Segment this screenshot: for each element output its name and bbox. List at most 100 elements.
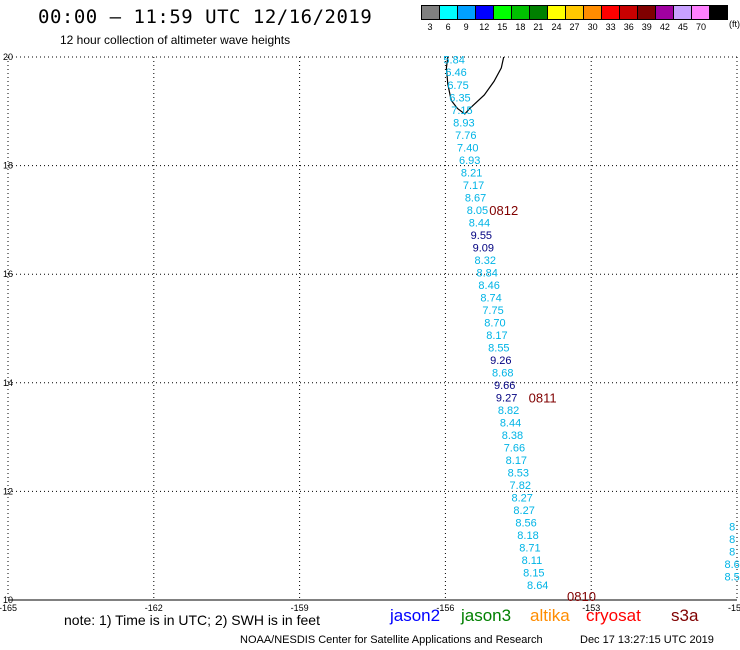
swh-value: 6.93: [459, 155, 480, 167]
swh-value: 8.17: [506, 455, 527, 467]
colorbar-tick-label: 15: [497, 22, 508, 32]
colorbar-tick-label: 39: [641, 22, 652, 32]
swh-value: 7.75: [482, 305, 503, 317]
generated-timestamp: Dec 17 13:27:15 UTC 2019: [580, 634, 714, 646]
colorbar-tick-label: 24: [551, 22, 562, 32]
swh-value: 8.55: [488, 343, 509, 355]
hawaii-coastline: [445, 56, 505, 115]
swh-value: 8.44: [500, 417, 521, 429]
swh-value: 9.09: [473, 243, 494, 255]
credit-line: NOAA/NESDIS Center for Satellite Applica…: [240, 634, 543, 646]
x-tick-label: -150: [728, 603, 740, 613]
swh-value: 8.18: [517, 530, 538, 542]
swh-value: 8.32: [475, 255, 496, 267]
colorbar-tick-label: 45: [677, 22, 688, 32]
map-grid: [7, 56, 738, 601]
y-tick-label: 14: [3, 378, 13, 388]
colorbar-tick-label: 3: [427, 22, 433, 32]
colorbar-swatch: [458, 6, 476, 19]
swh-value: 9.55: [471, 230, 492, 242]
pass-time-label: 0810: [567, 589, 596, 604]
swh-value: 8.67: [465, 193, 486, 205]
swh-value: 8.68: [492, 367, 513, 379]
legend-cryosat: cryosat: [586, 606, 641, 625]
swh-value: 8.64: [527, 580, 548, 592]
colorbar-tick-label: 33: [605, 22, 616, 32]
swh-value: 8.17: [486, 330, 507, 342]
colorbar-swatch: [422, 6, 440, 19]
swh-value: 8.53: [508, 467, 529, 479]
colorbar-tick-label: 18: [515, 22, 526, 32]
map-subtitle: 12 hour collection of altimeter wave hei…: [60, 33, 291, 47]
axis-ticks: -165 -162 -159 -156 -153 -150 10 12 14 16 18 20: [0, 52, 740, 613]
colorbar-swatch: [530, 6, 548, 19]
swh-value: 8.82: [498, 405, 519, 417]
colorbar-swatch: [710, 6, 727, 19]
colorbar-swatch: [674, 6, 692, 19]
colorbar-swatch: [620, 6, 638, 19]
swh-value: 8.44: [469, 218, 490, 230]
colorbar-tick-label: 6: [445, 22, 451, 32]
swh-value: 8.93: [453, 118, 474, 130]
colorbar-swatch: [512, 6, 530, 19]
swh-value: 8.56: [515, 517, 536, 529]
swh-value: 8: [729, 534, 735, 546]
y-tick-label: 18: [3, 161, 13, 171]
pass-time-label: 0812: [489, 203, 518, 218]
swh-value: 7.15: [451, 105, 472, 117]
colorbar-labels: 3 6 9 12 15 18 21 24 27 30 33 36 39 42 45 70: [421, 20, 728, 34]
colorbar-swatch: [602, 6, 620, 19]
swh-value: 6.35: [449, 93, 470, 105]
swh-value: 8: [729, 547, 735, 559]
swh-points: 5.846.466.756.357.158.937.767.406.938.21…: [443, 55, 739, 592]
colorbar-swatch: [656, 6, 674, 19]
time-labels: 0812 0811 0810: [489, 203, 596, 604]
colorbar-unit: (ft): [729, 19, 740, 29]
swh-value: 7.76: [455, 130, 476, 142]
swh-value: 8.84: [476, 268, 497, 280]
colorbar-tick-label: 9: [463, 22, 469, 32]
colorbar-tick-label: 21: [533, 22, 544, 32]
swh-value: 8.5: [724, 572, 739, 584]
legend-jason3: jason3: [461, 606, 512, 625]
swh-value: 8: [729, 522, 735, 534]
swh-value: 9.66: [494, 380, 515, 392]
swh-value: 8.71: [519, 542, 540, 554]
swh-value: 8.46: [478, 280, 499, 292]
colorbar-swatch: [476, 6, 494, 19]
x-tick-label: -162: [145, 603, 163, 613]
colorbar-swatch: [638, 6, 656, 19]
colorbar-swatch: [548, 6, 566, 19]
x-tick-label: -159: [291, 603, 309, 613]
pass-time-label: 0811: [529, 390, 557, 405]
x-tick-label: -165: [0, 603, 17, 613]
colorbar-tick-label: 30: [587, 22, 598, 32]
x-tick-label: -156: [436, 603, 454, 613]
colorbar-tick-label: 36: [623, 22, 634, 32]
swh-value: 7.66: [504, 442, 525, 454]
x-tick-label: -153: [582, 603, 600, 613]
swh-value: 8.27: [513, 505, 534, 517]
swh-value: 8.27: [511, 492, 532, 504]
coastline: [445, 56, 505, 115]
colorbar-tick-label: 12: [479, 22, 490, 32]
colorbar-swatch: [584, 6, 602, 19]
y-tick-label: 20: [3, 52, 13, 62]
swh-value: 8.38: [502, 430, 523, 442]
swh-value: 8.11: [522, 555, 543, 567]
swh-value: 8.70: [484, 318, 505, 330]
colorbar-tick-label: 42: [659, 22, 670, 32]
swh-value: 8.6: [724, 559, 739, 571]
swh-value: 7.40: [457, 143, 478, 155]
swh-value: 8.21: [461, 168, 482, 180]
colorbar-tick-label: 27: [569, 22, 580, 32]
legend-altika: altika: [530, 606, 570, 625]
y-tick-label: 10: [3, 595, 13, 605]
swh-value: 8.74: [480, 293, 501, 305]
swh-value: 8.15: [523, 567, 544, 579]
colorbar-swatch: [440, 6, 458, 19]
y-tick-label: 12: [3, 486, 13, 496]
swh-value: 6.75: [447, 80, 468, 92]
colorbar-swatch: [494, 6, 512, 19]
